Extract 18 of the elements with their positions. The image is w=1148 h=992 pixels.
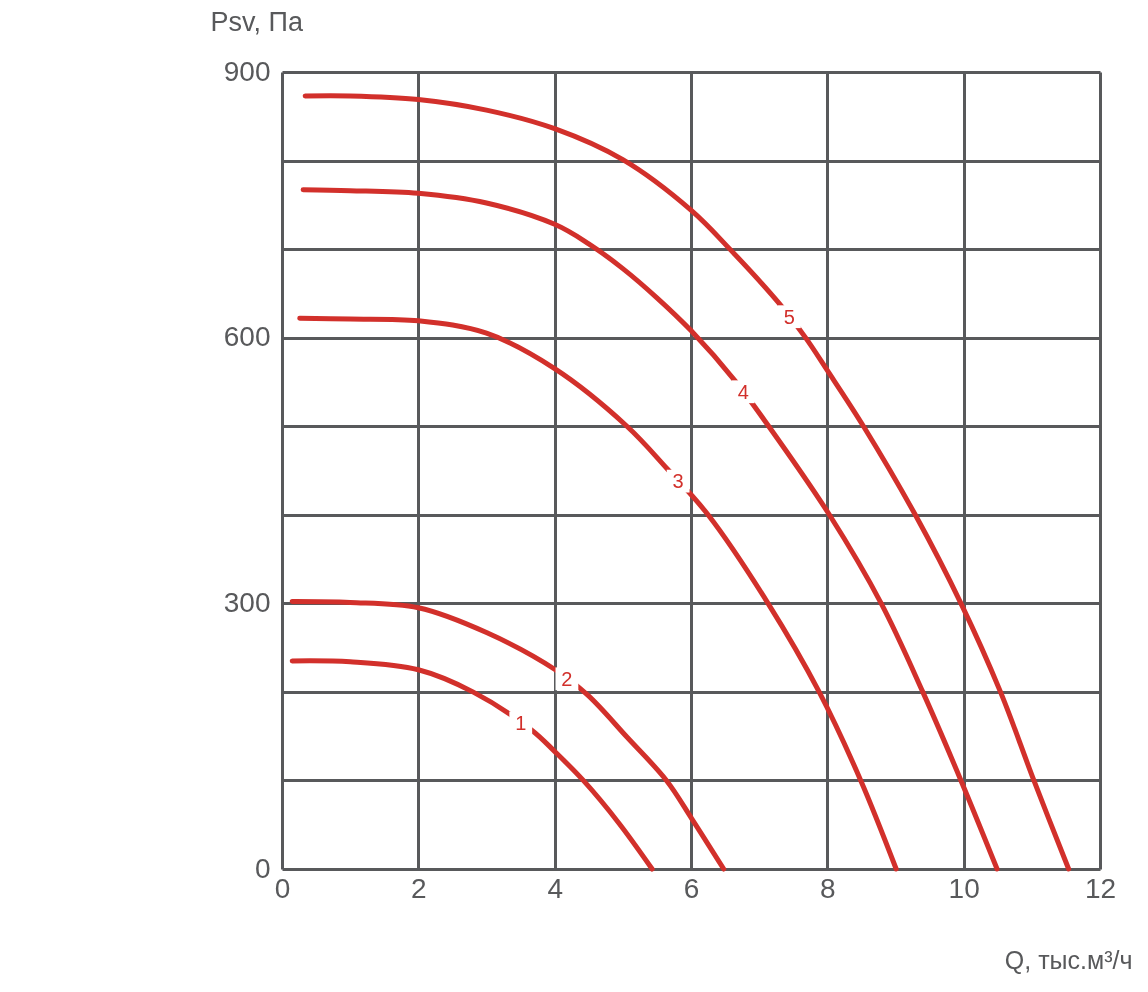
y-tick-label: 900 <box>223 55 271 87</box>
series-label: 1 <box>515 711 527 734</box>
y-tick-label: 600 <box>223 321 271 353</box>
x-tick-label: 4 <box>547 872 563 904</box>
x-tick-label: 2 <box>411 872 427 904</box>
x-axis-title: Q, тыс.м³/ч <box>1004 945 1133 974</box>
series-label: 2 <box>561 667 573 690</box>
x-tick-label: 6 <box>683 872 700 904</box>
x-tick-label: 8 <box>820 872 836 904</box>
x-tick-label: 0 <box>274 872 291 904</box>
x-tick-label: 12 <box>1084 872 1117 904</box>
y-axis-title: Psv, Па <box>210 6 304 37</box>
series-label: 4 <box>737 380 749 403</box>
series-label: 3 <box>672 470 684 493</box>
y-tick-label: 300 <box>223 586 271 618</box>
series-label: 5 <box>783 305 795 328</box>
y-tick-label: 0 <box>254 852 271 884</box>
x-tick-label: 10 <box>948 872 980 904</box>
